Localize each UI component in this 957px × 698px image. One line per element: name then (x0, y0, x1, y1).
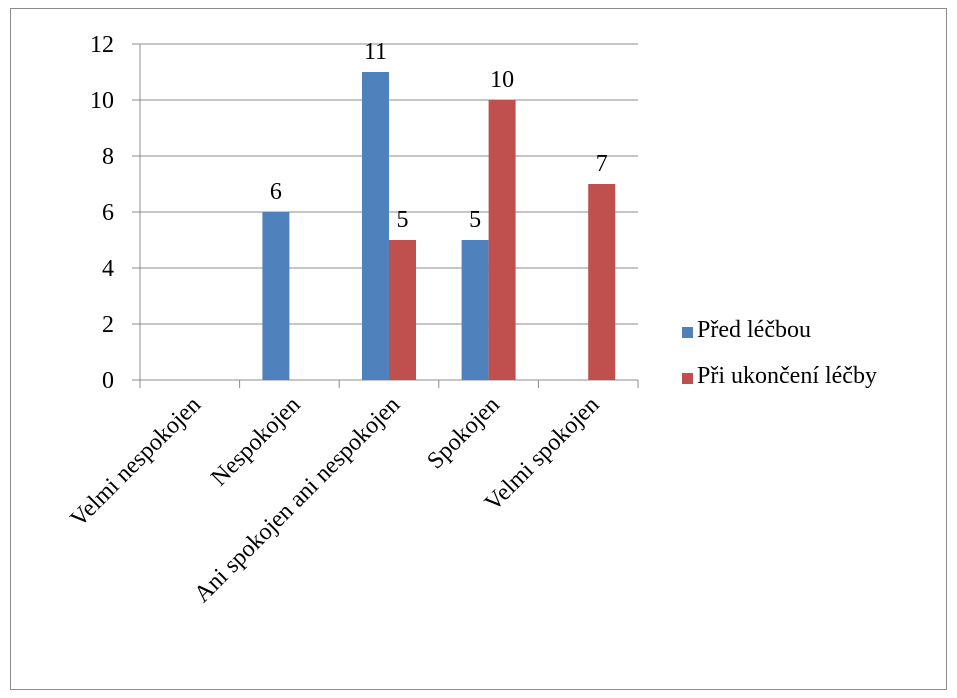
y-tick-label: 4 (102, 256, 114, 282)
y-tick-label: 6 (102, 200, 114, 226)
bar (389, 240, 416, 380)
data-label: 5 (469, 207, 481, 233)
y-tick-label: 0 (102, 368, 114, 394)
y-tick-label: 8 (102, 144, 114, 170)
legend-swatch (682, 373, 693, 384)
legend-label: Při ukončení léčby (697, 363, 877, 389)
y-tick-label: 2 (102, 312, 114, 338)
data-label: 7 (596, 151, 608, 177)
data-label: 10 (490, 67, 514, 93)
x-tick-label: Nespokojen (206, 392, 305, 491)
bar (588, 184, 616, 380)
y-tick-label: 10 (90, 88, 114, 114)
data-label: 6 (270, 179, 282, 205)
x-tick-label: Spokojen (422, 392, 504, 474)
bar (461, 240, 489, 380)
y-tick-label: 12 (90, 32, 114, 58)
data-label: 11 (364, 39, 387, 65)
legend-swatch (682, 327, 693, 338)
legend-label: Před léčbou (697, 317, 811, 343)
x-tick-label: Ani spokojen ani nespokojen (189, 392, 405, 608)
bar (362, 72, 389, 380)
x-tick-label: Velmi nespokojen (66, 392, 206, 532)
bar (262, 212, 290, 380)
data-label: 5 (397, 207, 409, 233)
bar (488, 100, 516, 380)
